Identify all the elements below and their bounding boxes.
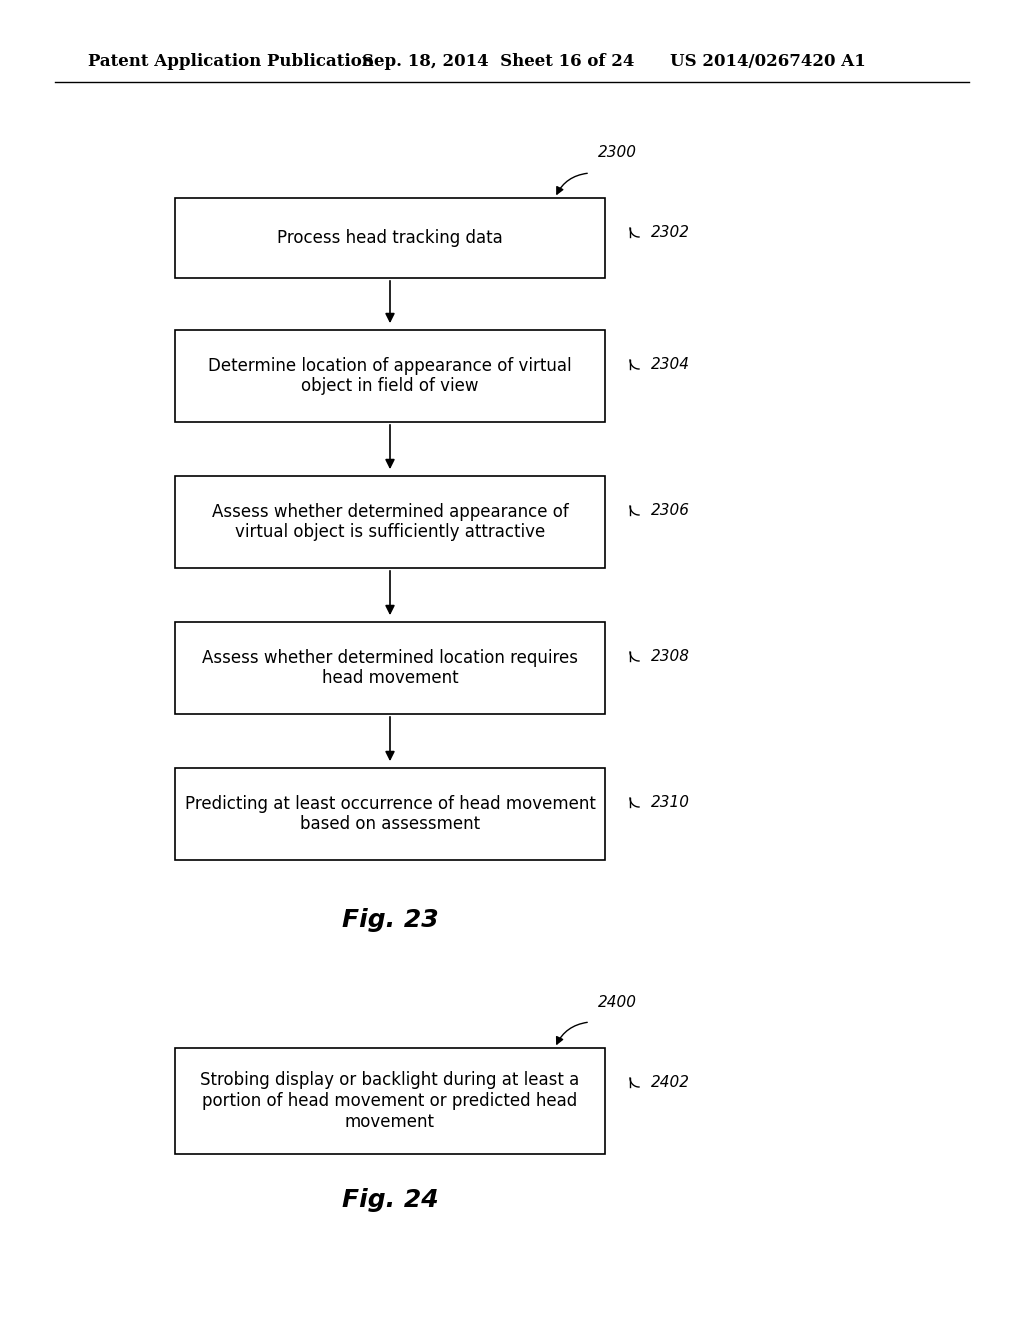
Bar <box>175 622 605 714</box>
Bar <box>175 198 605 279</box>
Text: 2310: 2310 <box>651 795 690 810</box>
Text: Fig. 23: Fig. 23 <box>342 908 438 932</box>
Text: 2304: 2304 <box>651 356 690 372</box>
Text: 2302: 2302 <box>651 224 690 240</box>
Text: Sep. 18, 2014  Sheet 16 of 24: Sep. 18, 2014 Sheet 16 of 24 <box>362 54 635 70</box>
Text: 2400: 2400 <box>598 995 637 1010</box>
Text: Strobing display or backlight during at least a
portion of head movement or pred: Strobing display or backlight during at … <box>201 1072 580 1131</box>
Text: 2306: 2306 <box>651 503 690 517</box>
Bar <box>175 1048 605 1154</box>
Text: Assess whether determined location requires
head movement: Assess whether determined location requi… <box>202 648 578 688</box>
Text: Fig. 24: Fig. 24 <box>342 1188 438 1212</box>
Text: 2300: 2300 <box>598 145 637 160</box>
Bar <box>175 477 605 568</box>
Text: 2308: 2308 <box>651 649 690 664</box>
Bar <box>175 330 605 422</box>
Text: US 2014/0267420 A1: US 2014/0267420 A1 <box>670 54 865 70</box>
Text: Assess whether determined appearance of
virtual object is sufficiently attractiv: Assess whether determined appearance of … <box>212 503 568 541</box>
Text: Patent Application Publication: Patent Application Publication <box>88 54 374 70</box>
Text: Process head tracking data: Process head tracking data <box>278 228 503 247</box>
Text: Predicting at least occurrence of head movement
based on assessment: Predicting at least occurrence of head m… <box>184 795 595 833</box>
Bar <box>175 768 605 861</box>
Text: 2402: 2402 <box>651 1074 690 1090</box>
Text: Determine location of appearance of virtual
object in field of view: Determine location of appearance of virt… <box>208 356 571 396</box>
